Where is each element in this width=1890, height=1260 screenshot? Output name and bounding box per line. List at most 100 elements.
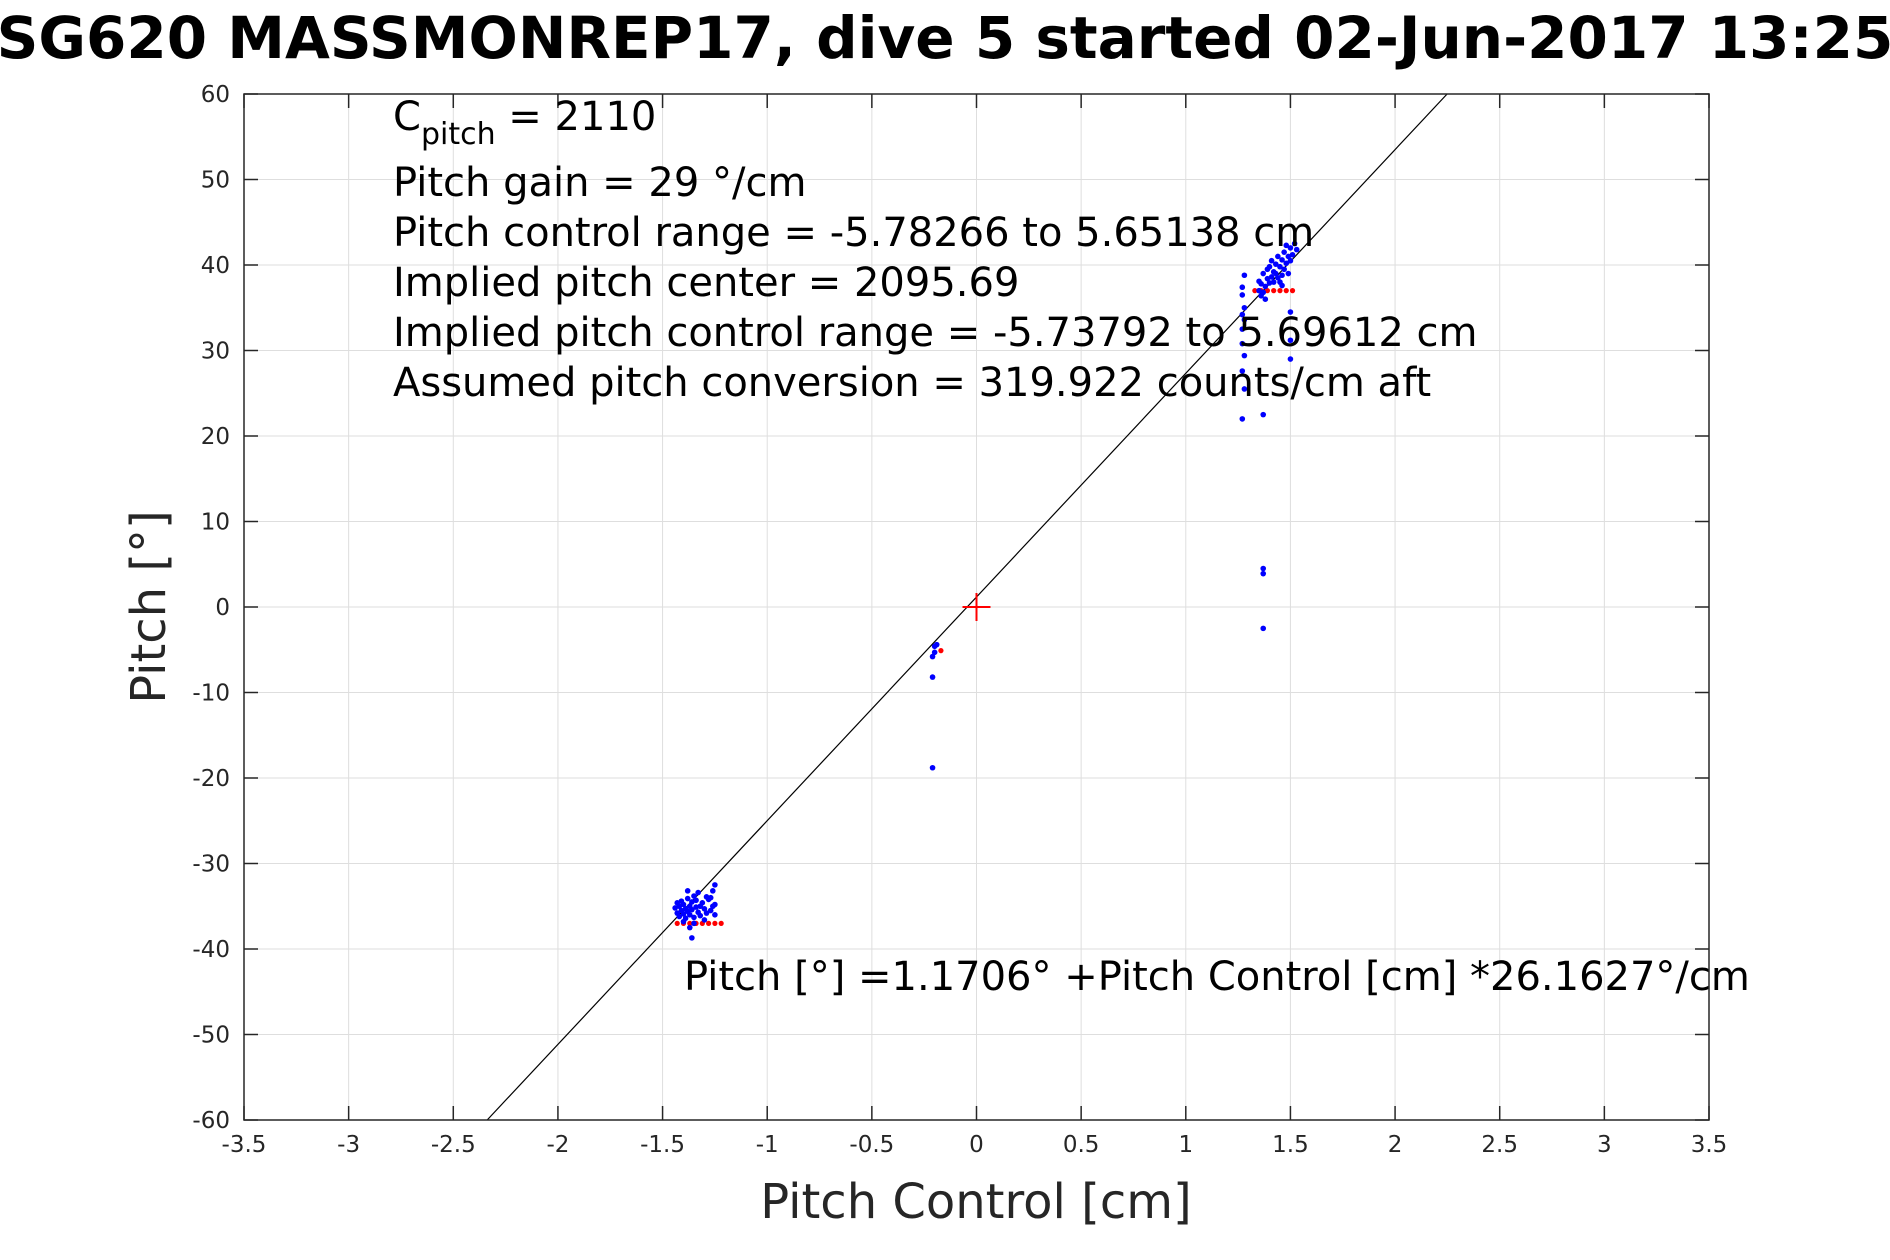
observed-point (1275, 275, 1281, 281)
x-tick-label: 2.5 (1481, 1132, 1518, 1158)
observed-point (707, 894, 714, 901)
observed-point (689, 899, 695, 905)
observed-point (712, 912, 718, 918)
y-tick-label: 50 (201, 168, 230, 194)
observed-point (1258, 281, 1264, 287)
observed-point (1281, 266, 1287, 273)
observed-point (1268, 257, 1275, 264)
pitch-gain-annotation: Pitch gain = 29 °/cm (393, 160, 806, 206)
observed-point (1241, 304, 1248, 311)
predicted-point (1264, 288, 1271, 294)
predicted-point (674, 920, 680, 926)
y-tick-label: 0 (215, 595, 230, 621)
x-tick-label: 1 (1178, 1132, 1193, 1158)
observed-point (693, 897, 699, 904)
observed-point (689, 906, 695, 913)
x-tick-label: 3.5 (1691, 1132, 1728, 1158)
observed-point (699, 900, 706, 906)
observed-point (691, 914, 697, 921)
predicted-point (706, 920, 712, 926)
x-tick-label: -0.5 (849, 1132, 894, 1158)
y-tick-label: 40 (201, 253, 230, 279)
observed-point (1239, 284, 1246, 291)
x-tick-label: -2 (546, 1132, 569, 1158)
x-tick-label: 2 (1388, 1132, 1403, 1158)
observed-point (691, 893, 697, 899)
observed-point (686, 912, 693, 918)
observed-point (697, 912, 704, 919)
y-axis-label: Pitch [°] (121, 510, 177, 704)
chart-title: SG620 MASSMONREP17, dive 5 started 02-Ju… (0, 4, 1890, 72)
observed-series (672, 240, 1300, 941)
observed-point (1272, 261, 1279, 267)
observed-point (680, 918, 687, 925)
observed-point (693, 904, 699, 910)
x-tick-label: -1 (756, 1132, 779, 1158)
observed-point (686, 924, 693, 931)
observed-point (1287, 257, 1294, 264)
observed-point (1260, 411, 1267, 418)
observed-point (1281, 249, 1287, 255)
y-tick-labels: 60 50 40 30 20 10 0 -10 -20 -30 -40 -50 -60 (192, 82, 230, 1134)
observed-point (712, 901, 718, 908)
observed-point (707, 907, 714, 914)
observed-point (1239, 416, 1246, 422)
observed-point (1241, 316, 1248, 323)
x-tick-label: 3 (1597, 1132, 1612, 1158)
predicted-point (712, 920, 718, 926)
observed-point (1260, 270, 1267, 277)
observed-point (1277, 263, 1283, 270)
observed-point (1260, 289, 1267, 296)
y-tick-label: 10 (201, 510, 230, 536)
observed-point (931, 649, 938, 656)
observed-point (691, 920, 697, 927)
c-pitch-annotation: Cpitch = 2110 (393, 94, 656, 152)
observed-point (1260, 570, 1267, 577)
c-pitch-prefix: C (393, 94, 421, 140)
observed-point (1264, 275, 1271, 282)
predicted-point (1252, 288, 1258, 294)
observed-point (1260, 565, 1267, 572)
x-tick-label: 0.5 (1063, 1132, 1100, 1158)
observed-point (710, 888, 716, 894)
observed-point (680, 911, 687, 917)
observed-point (1239, 340, 1246, 347)
observed-point (703, 910, 710, 916)
predicted-point (1283, 288, 1289, 294)
observed-point (1279, 257, 1285, 263)
y-tick-label: -40 (192, 937, 230, 963)
y-tick-label: -50 (192, 1023, 230, 1049)
observed-point (1266, 280, 1273, 286)
observed-point (1268, 274, 1275, 280)
predicted-point (1271, 288, 1277, 294)
observed-point (1260, 625, 1267, 632)
observed-point (712, 882, 718, 888)
observed-point (933, 641, 940, 648)
observed-point (1287, 245, 1294, 251)
x-tick-label: 1.5 (1272, 1132, 1309, 1158)
x-tick-label: -3 (337, 1132, 360, 1158)
observed-point (1241, 272, 1248, 279)
observed-point (1239, 311, 1246, 318)
y-tick-label: -20 (192, 766, 230, 792)
y-tick-label: -60 (192, 1108, 230, 1134)
y-tick-label: -30 (192, 852, 230, 878)
predicted-point (1277, 288, 1283, 294)
y-tick-label: 20 (201, 424, 230, 450)
observed-point (1293, 246, 1300, 253)
observed-point (929, 764, 936, 771)
x-axis-label: Pitch Control [cm] (760, 1174, 1191, 1230)
c-pitch-value: = 2110 (496, 94, 657, 140)
pitch-control-range-annotation: Pitch control range = -5.78266 to 5.6513… (393, 210, 1314, 256)
observed-point (1262, 283, 1269, 290)
observed-point (684, 895, 691, 902)
predicted-point (718, 920, 724, 926)
observed-point (689, 935, 695, 941)
observed-point (1283, 242, 1290, 249)
observed-point (684, 888, 691, 894)
observed-point (1287, 337, 1294, 344)
observed-point (701, 906, 708, 912)
observed-point (1285, 253, 1292, 260)
x-tick-label: -1.5 (640, 1132, 685, 1158)
